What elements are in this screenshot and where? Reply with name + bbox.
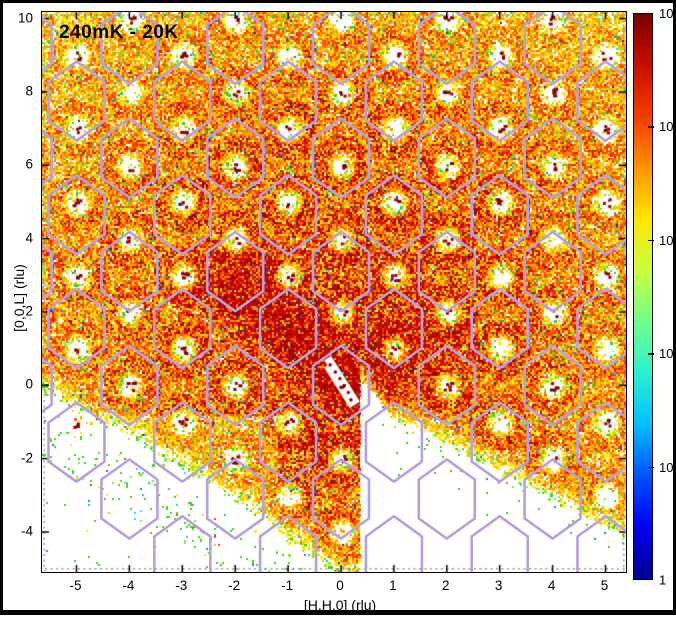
x-tick-label: 2 bbox=[442, 578, 450, 593]
plot-title: 240mK - 20K bbox=[59, 22, 179, 43]
colorbar-tick-mark bbox=[648, 466, 654, 469]
plot-area[interactable]: 240mK - 20K bbox=[41, 11, 627, 573]
x-tick-label: -1 bbox=[281, 578, 294, 593]
colorbar-tick-label: 105 bbox=[659, 4, 676, 22]
y-tick-label: -4 bbox=[20, 523, 33, 539]
x-tick-label: -5 bbox=[69, 578, 82, 593]
x-tick-label: 5 bbox=[600, 578, 609, 593]
x-tick-label: -3 bbox=[175, 578, 188, 593]
colorbar-tick-mark bbox=[648, 353, 654, 355]
colorbar bbox=[633, 13, 653, 580]
x-tick-label: 0 bbox=[336, 578, 344, 593]
colorbar-tick-label: 103 bbox=[659, 231, 676, 248]
colorbar-tick-label: 102 bbox=[659, 345, 676, 362]
x-tick-label: -2 bbox=[228, 578, 241, 593]
colorbar-tick-mark bbox=[648, 126, 654, 128]
x-tick-label: -4 bbox=[122, 578, 135, 593]
x-tick-label: 4 bbox=[547, 578, 556, 593]
y-tick-label: 4 bbox=[25, 230, 33, 246]
y-tick-label: 6 bbox=[25, 156, 33, 172]
colorbar-tick-label: 1 bbox=[659, 572, 667, 588]
colorbar-tick-label: 104 bbox=[659, 118, 676, 135]
colorbar-tick-mark bbox=[648, 239, 654, 242]
y-axis-label: [0,0,L] (rlu) bbox=[11, 264, 27, 332]
y-tick-label: -2 bbox=[20, 450, 33, 466]
x-axis-label: [H,H,0] (rlu) bbox=[303, 597, 377, 613]
y-tick-label: 8 bbox=[25, 83, 33, 99]
y-tick-label: 0 bbox=[25, 376, 33, 392]
scattering-map-figure: 240mK - 20K -5 -4 -3 -2 -1 0 1 2 3 4 5 10 8 6 4 2 0 -2 -4… bbox=[3, 3, 676, 618]
x-tick-label: 1 bbox=[389, 578, 397, 593]
colorbar-tick-label: 101 bbox=[659, 458, 676, 475]
x-tick-label: 3 bbox=[494, 578, 503, 593]
y-tick-label: 10 bbox=[17, 10, 33, 26]
y-tick-label: 2 bbox=[25, 303, 33, 319]
intensity-heatmap-canvas bbox=[42, 12, 626, 572]
